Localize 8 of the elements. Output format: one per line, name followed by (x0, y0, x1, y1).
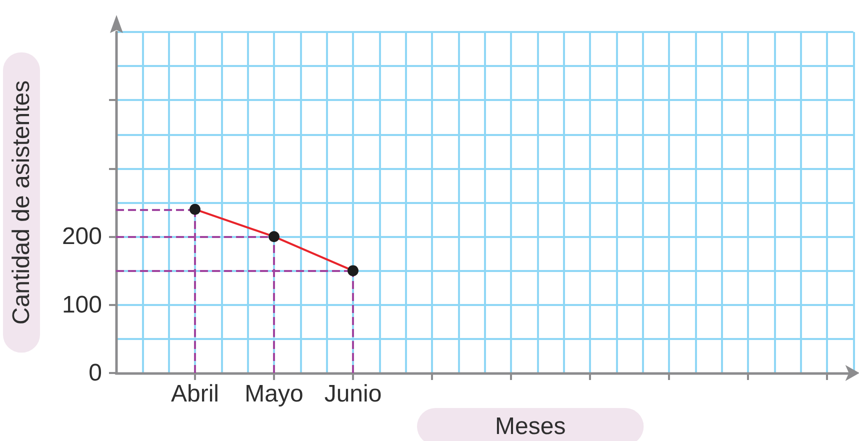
x-axis-title: Meses (495, 413, 566, 440)
y-tick-label: 200 (62, 223, 102, 250)
y-tick-label: 0 (88, 360, 102, 386)
x-tick-label: Abril (170, 380, 220, 408)
x-tick-label: Mayo (244, 380, 304, 408)
y-tick-label: 100 (62, 291, 102, 318)
y-axis-title: Cantidad de asistentes (8, 80, 35, 325)
x-tick-label: Junio (324, 380, 382, 408)
